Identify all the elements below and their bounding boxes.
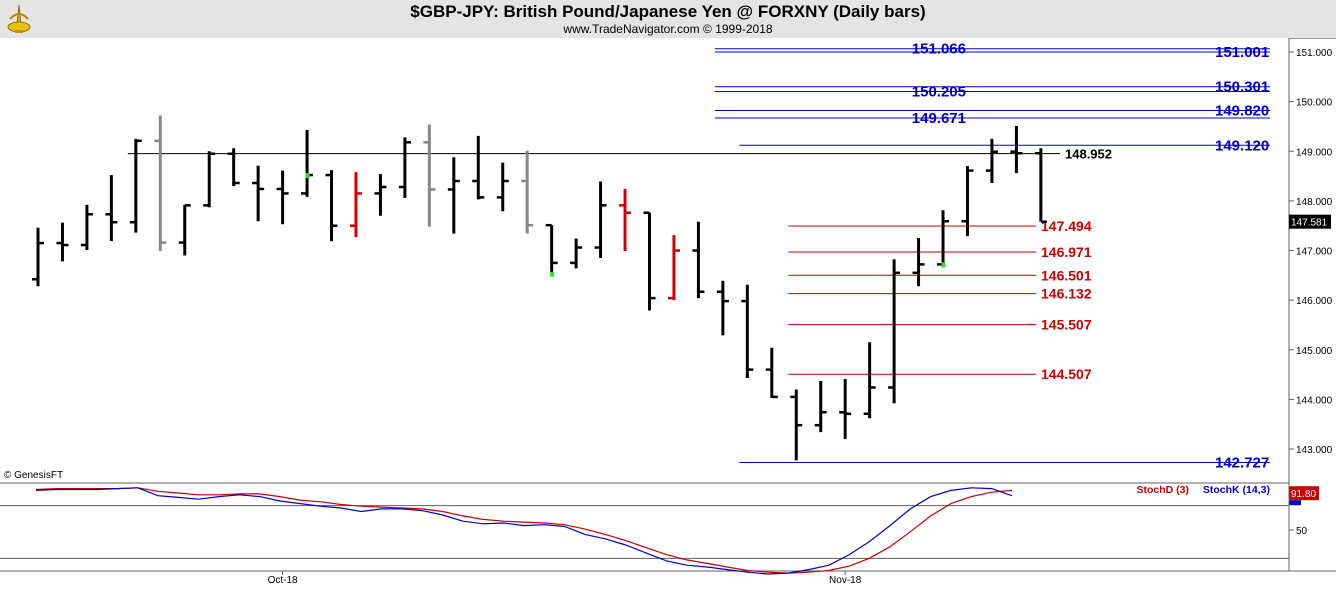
stoch-value-tag (1289, 486, 1319, 501)
stochastic-panel: 50 91.80 (0, 482, 1336, 575)
copyright-text: © GenesisFT (4, 470, 63, 481)
ohlc-bar (790, 389, 803, 461)
ohlc-bars (32, 115, 1047, 461)
y-tick-label: 149.000 (1296, 147, 1333, 158)
last-price-tag (1289, 214, 1331, 229)
y-tick-label: 148.000 (1296, 197, 1333, 208)
ohlc-bar (741, 284, 754, 379)
ohlc-bar (643, 211, 656, 311)
level-label: 146.971 (1041, 244, 1092, 260)
level-label: 151.001 (1215, 44, 1269, 61)
stochk-legend: StochK (14,3) (1203, 484, 1270, 496)
ohlc-bar (814, 381, 827, 433)
ohlc-bar (912, 238, 925, 287)
price-axis: 151.000 150.000 149.000 148.000 147.000 146.0… (1289, 48, 1333, 456)
ohlc-bar (496, 162, 509, 212)
stochk-line (35, 487, 1013, 575)
level-label: 142.727 (1215, 455, 1269, 472)
signal-dot (550, 271, 555, 277)
y-tick-label: 150.000 (1296, 98, 1333, 109)
ohlc-bar (129, 138, 142, 233)
ohlc-bar (888, 259, 901, 404)
level-label: 150.301 (1215, 79, 1269, 96)
signal-dot (941, 262, 946, 268)
ohlc-bar (80, 204, 93, 251)
y-tick-label: 145.000 (1296, 346, 1333, 357)
ohlc-bar (154, 115, 167, 251)
ohlc-bar (570, 238, 583, 269)
level-label: 146.501 (1041, 267, 1092, 283)
ohlc-bar (349, 172, 362, 238)
ohlc-bar (863, 342, 876, 419)
level-label: 144.507 (1041, 366, 1092, 382)
ohlc-bar (56, 222, 69, 262)
ohlc-bar (398, 137, 411, 198)
ohlc-bar (105, 175, 118, 242)
ohlc-bar (447, 157, 460, 234)
ohlc-bar (1010, 125, 1023, 174)
level-label: 145.507 (1041, 317, 1092, 333)
level-label: 149.671 (912, 110, 966, 127)
ohlc-bar (1034, 148, 1047, 223)
ohlc-bar (203, 151, 216, 208)
y-tick-label: 143.000 (1296, 445, 1333, 456)
level-label: 151.066 (912, 41, 966, 58)
ohlc-bar (227, 148, 240, 186)
stochd-line (35, 487, 1013, 574)
ohlc-bar (961, 166, 974, 237)
ohlc-bar (521, 150, 534, 234)
y-tick-label: 146.000 (1296, 296, 1333, 307)
ohlc-bar (178, 204, 191, 256)
stoch-tick-label: 50 (1296, 526, 1308, 537)
chart-title: $GBP-JPY: British Pound/Japanese Yen @ F… (410, 2, 926, 21)
ohlc-bar (325, 170, 338, 242)
y-tick-label: 144.000 (1296, 395, 1333, 406)
ohlc-bar (765, 347, 778, 399)
ohlc-bar (472, 135, 485, 200)
ohlc-bar (692, 221, 705, 299)
time-axis: Oct-18 Nov-18 (268, 571, 862, 586)
stochk-value-marker (1289, 500, 1301, 506)
level-label: 149.120 (1215, 137, 1269, 154)
level-label: 149.820 (1215, 103, 1269, 120)
ohlc-bar (32, 227, 44, 287)
ohlc-bar (716, 280, 729, 336)
ohlc-bar (374, 174, 387, 216)
level-label: 148.952 (1065, 147, 1112, 162)
last-price-label: 147.581 (1291, 218, 1328, 229)
ohlc-bar (545, 223, 558, 277)
signal-dot (305, 173, 310, 179)
stoch-value-label: 91.80 (1291, 489, 1316, 500)
y-tick-label: 147.000 (1296, 247, 1333, 258)
ohlc-bar (619, 188, 632, 251)
price-levels: 151.066 151.001 150.301 150.205 149.820 149.6… (127, 41, 1270, 472)
ohlc-bar (985, 138, 998, 184)
ohlc-bar (839, 379, 852, 440)
ohlc-bar (301, 129, 314, 197)
x-tick-label: Nov-18 (829, 575, 862, 586)
y-tick-label: 151.000 (1296, 48, 1333, 59)
ohlc-bar (937, 210, 950, 268)
ohlc-bar (594, 181, 607, 258)
chart-subtitle: www.TradeNavigator.com © 1999-2018 (563, 22, 773, 36)
ohlc-bar (252, 165, 265, 222)
ohlc-bar (667, 235, 680, 301)
level-label: 146.132 (1041, 286, 1092, 302)
x-tick-label: Oct-18 (268, 575, 298, 586)
ohlc-bar (276, 170, 289, 225)
chart-header: $GBP-JPY: British Pound/Japanese Yen @ F… (0, 0, 1336, 39)
level-label: 147.494 (1041, 218, 1092, 234)
trumpet-logo-icon (7, 4, 31, 33)
level-label: 150.205 (912, 83, 966, 100)
ohlc-bar (423, 124, 436, 227)
stochd-legend: StochD (3) (1137, 484, 1190, 496)
